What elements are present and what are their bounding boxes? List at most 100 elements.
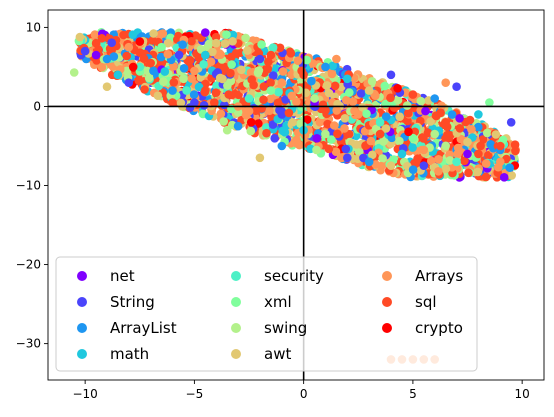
legend-label: ArrayList (110, 319, 177, 337)
cloud-point (455, 114, 464, 123)
cloud-point (97, 34, 107, 43)
cloud-point (330, 121, 339, 130)
cloud-point (324, 88, 334, 98)
cloud-point (507, 171, 516, 180)
legend-item-math: math (77, 345, 149, 363)
x-tick-label: 10 (515, 387, 530, 401)
legend-marker (231, 297, 241, 307)
cloud-point (122, 51, 131, 61)
cloud-point (211, 88, 221, 97)
scatter-point-crypto (246, 118, 256, 127)
cloud-point (441, 134, 450, 143)
cloud-point (482, 128, 492, 138)
legend-item-awt: awt (231, 345, 291, 363)
cloud-point (208, 47, 217, 57)
cloud-point (456, 134, 466, 144)
legend-marker (382, 271, 392, 281)
scatter-point-arraylist (168, 86, 177, 95)
cloud-point (163, 49, 173, 59)
legend-item-xml: xml (231, 293, 292, 311)
cloud-point (402, 101, 412, 110)
scatter-point-net (463, 149, 472, 159)
cloud-point (386, 93, 395, 103)
legend-label: net (110, 267, 135, 285)
scatter-point-arrays (496, 157, 505, 167)
scatter-point-security (452, 157, 461, 167)
cloud-point (293, 56, 303, 65)
cloud-point (342, 95, 351, 105)
cloud-point (253, 68, 263, 77)
scatter-point-math (474, 110, 483, 119)
scatter-point-security (135, 62, 145, 72)
cloud-point (107, 38, 116, 47)
cloud-point (259, 82, 269, 91)
cloud-point (331, 147, 341, 156)
cloud-point (216, 109, 226, 119)
cloud-point (109, 52, 119, 61)
legend-label: swing (264, 319, 307, 337)
cloud-point (234, 90, 243, 100)
cloud-point (156, 52, 166, 62)
scatter-point-arrays (354, 110, 363, 119)
cloud-point (182, 86, 191, 95)
cloud-point (332, 106, 342, 115)
cloud-point (160, 67, 170, 76)
cloud-point (426, 117, 435, 126)
cloud-point (174, 50, 184, 60)
scatter-point-arraylist (233, 121, 243, 131)
scatter-point-sql (201, 86, 210, 95)
cloud-point (395, 136, 404, 146)
scatter-point-awt (255, 153, 265, 163)
scatter-point-sql (168, 98, 177, 107)
cloud-point (122, 66, 131, 76)
cloud-point (367, 77, 377, 86)
cloud-point (356, 89, 366, 98)
scatter-point-arrays (332, 54, 341, 64)
scatter-point-xml (266, 86, 276, 95)
legend-marker (231, 323, 241, 333)
scatter-point-security (375, 118, 385, 127)
x-tick-label: 5 (409, 387, 417, 401)
cloud-point (187, 37, 196, 46)
legend-label: String (110, 293, 155, 311)
cloud-point (511, 146, 520, 156)
legend-label: xml (264, 293, 292, 311)
scatter-point-string (343, 153, 352, 163)
cloud-point (342, 131, 351, 140)
legend-marker (382, 323, 392, 333)
legend-marker (77, 271, 87, 281)
cloud-point (474, 122, 483, 132)
cloud-point (286, 49, 296, 58)
cloud-point (301, 88, 311, 98)
cloud-point (246, 68, 256, 77)
cloud-point (275, 43, 285, 53)
legend-marker (382, 297, 392, 307)
cloud-point (421, 106, 430, 116)
cloud-point (284, 108, 294, 118)
scatter-point-sql (496, 141, 505, 151)
cloud-point (220, 62, 230, 72)
scatter-point-cloud (74, 28, 520, 182)
legend-label: math (110, 345, 149, 363)
axes: −10 −5 0 5 10 −30 −20 −10 0 10 (16, 9, 545, 401)
scatter-point-arrays (277, 78, 287, 87)
cloud-point (330, 81, 340, 91)
cloud-point (378, 154, 387, 163)
scatter-point-crypto (128, 62, 138, 72)
scatter-point-string (124, 78, 134, 87)
legend-marker (231, 349, 241, 359)
cloud-point (224, 90, 233, 99)
cloud-point (215, 73, 225, 83)
cloud-point (278, 67, 288, 76)
cloud-point (362, 109, 371, 118)
legend-marker (231, 271, 241, 281)
cloud-point (416, 96, 426, 106)
cloud-point (119, 30, 128, 40)
cloud-point (505, 163, 514, 172)
cloud-point (460, 156, 469, 166)
scatter-point-xml (157, 42, 166, 52)
cloud-point (287, 70, 296, 79)
cloud-point (185, 56, 195, 65)
cloud-point (381, 112, 391, 121)
